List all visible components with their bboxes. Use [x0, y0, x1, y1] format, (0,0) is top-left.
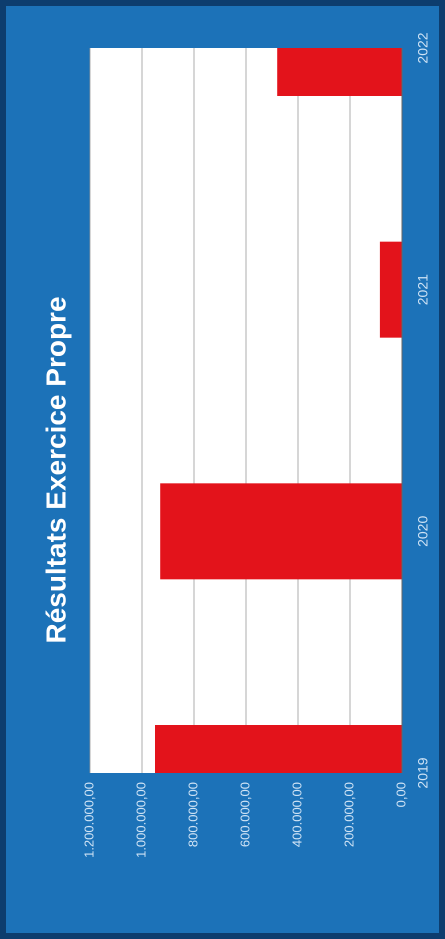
- x-tick-label: 2020: [415, 516, 431, 547]
- bar: [160, 483, 402, 580]
- chart-title: Résultats Exercice Propre: [40, 296, 71, 643]
- x-tick-label: 2019: [415, 757, 431, 788]
- y-tick-label: 1.200.000,00: [81, 782, 96, 858]
- y-tick-label: 200.000,00: [341, 782, 356, 847]
- bar: [155, 725, 402, 773]
- bars: [155, 48, 402, 773]
- y-tick-label: 1.000.000,00: [133, 782, 148, 858]
- x-tick-label: 2021: [415, 274, 431, 305]
- x-tick-label: 2022: [415, 32, 431, 63]
- y-tick-label: 0,00: [393, 782, 408, 807]
- y-tick-label: 600.000,00: [237, 782, 252, 847]
- bar: [379, 241, 402, 338]
- bar: [277, 48, 402, 96]
- y-tick-label: 400.000,00: [289, 782, 304, 847]
- y-tick-label: 800.000,00: [185, 782, 200, 847]
